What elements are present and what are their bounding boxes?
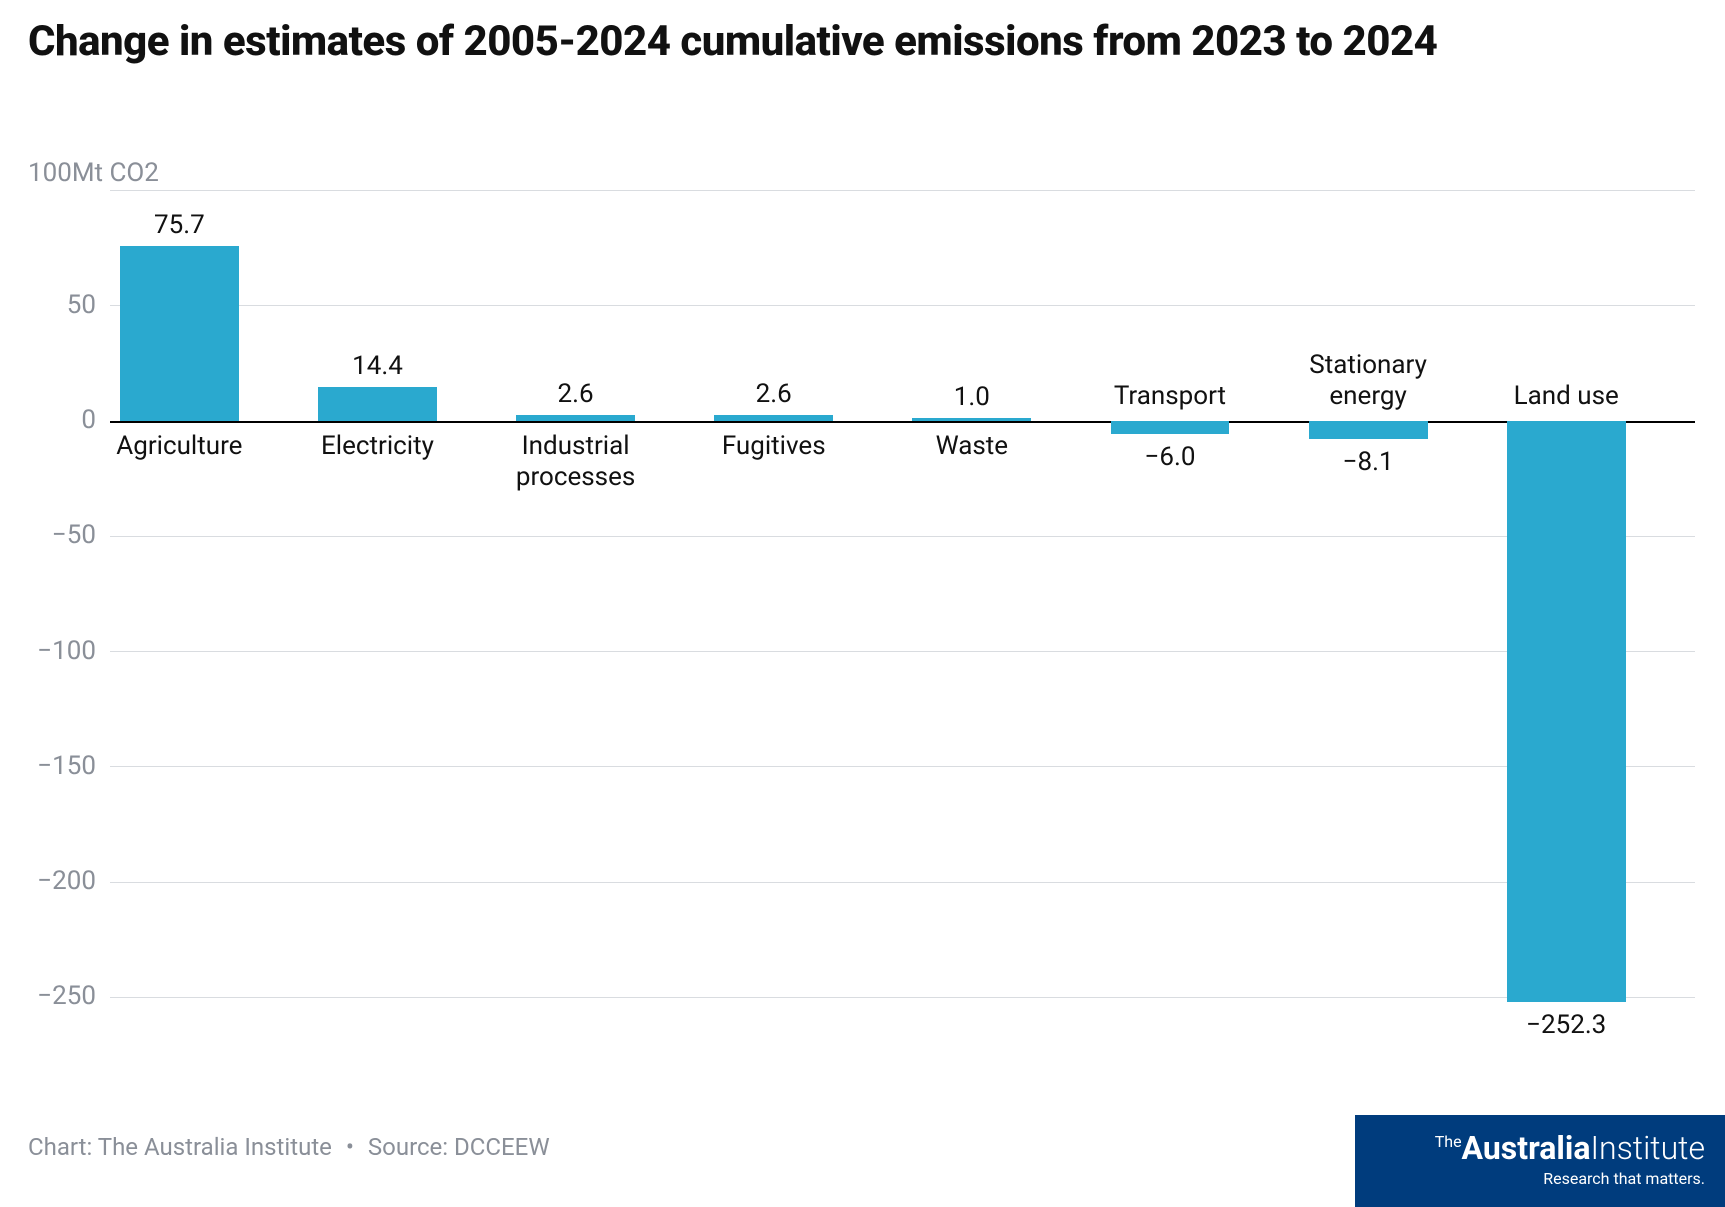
bar [912,418,1031,420]
bar-value-label: −6.0 [1091,442,1250,472]
category-label: Transport [1101,350,1240,412]
bar-value-label: 1.0 [892,382,1051,412]
gridline [110,536,1695,537]
bar [1111,421,1230,435]
category-label: Waste [903,431,1042,462]
chart-title: Change in estimates of 2005-2024 cumulat… [28,18,1685,65]
category-label: Land use [1497,350,1636,412]
bar [516,415,635,421]
bar [1507,421,1626,1003]
gridline [110,997,1695,998]
australia-institute-logo: TheAustraliaInstitute Research that matt… [1355,1115,1725,1207]
yaxis-tick-label: 0 [6,405,96,435]
bar [120,246,239,421]
gridline [110,882,1695,883]
bar [714,415,833,421]
bar-value-label: 2.6 [694,379,853,409]
logo-thin: Institute [1590,1129,1705,1167]
gridline [110,421,1695,423]
chart-source: Source: DCCEEW [368,1133,550,1161]
bar [1309,421,1428,440]
yaxis-tick-label: −250 [6,981,96,1011]
footer-separator: • [346,1133,354,1161]
yaxis-tick-label: −200 [6,866,96,896]
yaxis-tick-label: 50 [6,290,96,320]
bar [318,387,437,420]
bar-value-label: −252.3 [1487,1010,1646,1040]
yaxis-unit-label: 100Mt CO2 [28,158,159,188]
gridline [110,651,1695,652]
category-label: Industrial processes [506,431,645,493]
category-label: Fugitives [704,431,843,462]
bar-value-label: −8.1 [1289,447,1448,477]
category-label: Stationary energy [1299,350,1438,412]
chart-credit: Chart: The Australia Institute [28,1133,332,1161]
category-label: Electricity [308,431,447,462]
gridline [110,305,1695,306]
bar-value-label: 14.4 [298,351,457,381]
yaxis-tick-label: −50 [6,520,96,550]
logo-the: The [1435,1132,1462,1151]
category-label: Agriculture [110,431,249,462]
gridline [110,766,1695,767]
bar-value-label: 75.7 [100,210,259,240]
gridline [110,190,1695,191]
yaxis-tick-label: −150 [6,751,96,781]
logo-tagline: Research that matters. [1375,1169,1705,1188]
bar-value-label: 2.6 [496,379,655,409]
yaxis-tick-label: −100 [6,636,96,666]
logo-bold: Australia [1462,1129,1591,1167]
bar-chart: 500−50−100−150−200−25075.7Agriculture14.… [110,190,1695,1020]
logo-main: TheAustraliaInstitute [1375,1129,1705,1167]
chart-footer: Chart: The Australia Institute • Source:… [28,1133,550,1161]
